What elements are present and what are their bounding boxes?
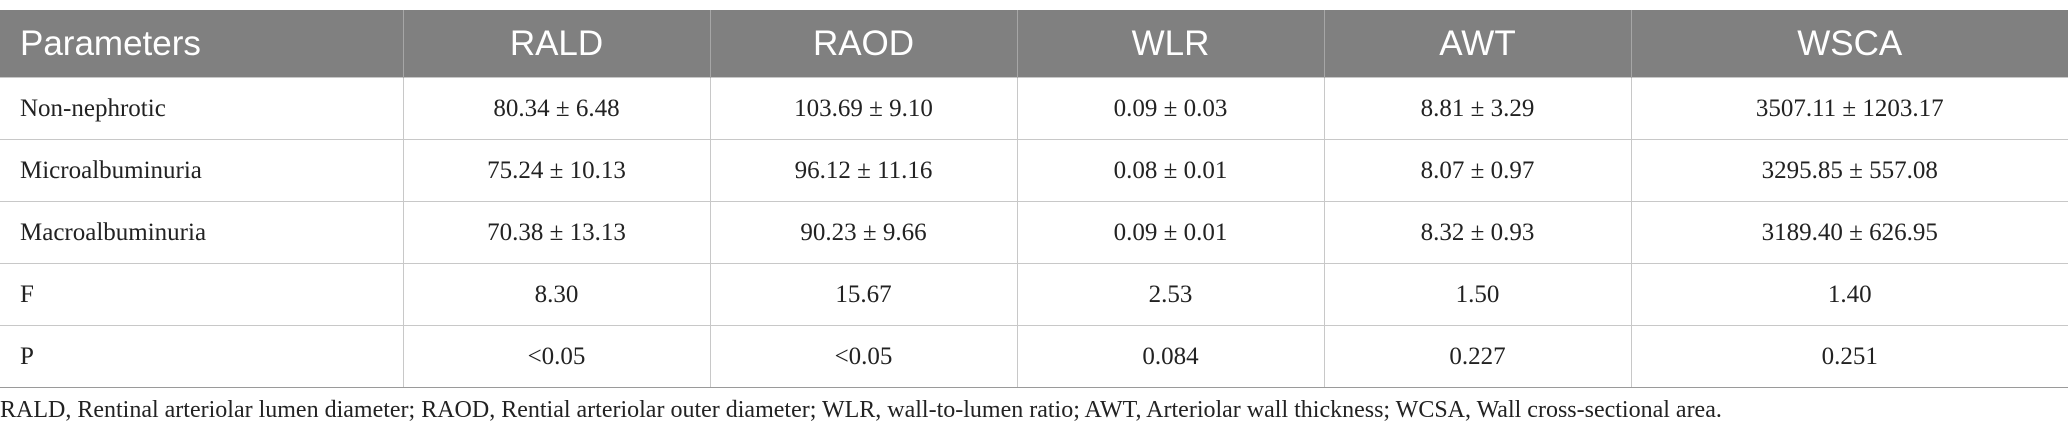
parameters-table: Parameters RALD RAOD WLR AWT WSCA Non-ne… xyxy=(0,10,2068,388)
cell-raod: 96.12 ± 11.16 xyxy=(709,139,1018,202)
table-body: Non-nephrotic 80.34 ± 6.48 103.69 ± 9.10… xyxy=(0,77,2068,388)
table-footnote: RALD, Rentinal arteriolar lumen diameter… xyxy=(0,397,1722,423)
table-row: F 8.30 15.67 2.53 1.50 1.40 xyxy=(0,263,2068,326)
cell-rald: 70.38 ± 13.13 xyxy=(402,201,711,264)
header-row: Parameters RALD RAOD WLR AWT WSCA xyxy=(0,10,2068,78)
cell-wsca: 3507.11 ± 1203.17 xyxy=(1630,77,2068,140)
cell-wlr: 0.084 xyxy=(1016,325,1325,388)
cell-rald: <0.05 xyxy=(402,325,711,388)
table-row: Microalbuminuria 75.24 ± 10.13 96.12 ± 1… xyxy=(0,139,2068,202)
cell-raod: 15.67 xyxy=(709,263,1018,326)
header-parameters: Parameters xyxy=(0,10,404,78)
header-raod: RAOD xyxy=(709,10,1018,78)
row-label: Macroalbuminuria xyxy=(0,201,404,264)
row-label: F xyxy=(0,263,404,326)
cell-raod: 90.23 ± 9.66 xyxy=(709,201,1018,264)
table-header: Parameters RALD RAOD WLR AWT WSCA xyxy=(0,10,2068,78)
table-row: P <0.05 <0.05 0.084 0.227 0.251 xyxy=(0,325,2068,388)
header-awt: AWT xyxy=(1323,10,1632,78)
cell-raod: <0.05 xyxy=(709,325,1018,388)
cell-awt: 0.227 xyxy=(1323,325,1632,388)
row-label: Microalbuminuria xyxy=(0,139,404,202)
cell-raod: 103.69 ± 9.10 xyxy=(709,77,1018,140)
table-row: Non-nephrotic 80.34 ± 6.48 103.69 ± 9.10… xyxy=(0,77,2068,140)
cell-wsca: 1.40 xyxy=(1630,263,2068,326)
cell-wlr: 0.09 ± 0.03 xyxy=(1016,77,1325,140)
cell-awt: 1.50 xyxy=(1323,263,1632,326)
cell-awt: 8.81 ± 3.29 xyxy=(1323,77,1632,140)
cell-wsca: 3189.40 ± 626.95 xyxy=(1630,201,2068,264)
data-table-container: Parameters RALD RAOD WLR AWT WSCA Non-ne… xyxy=(0,10,2068,388)
cell-wlr: 0.08 ± 0.01 xyxy=(1016,139,1325,202)
header-wlr: WLR xyxy=(1016,10,1325,78)
cell-wlr: 0.09 ± 0.01 xyxy=(1016,201,1325,264)
header-rald: RALD xyxy=(402,10,711,78)
cell-rald: 8.30 xyxy=(402,263,711,326)
cell-awt: 8.32 ± 0.93 xyxy=(1323,201,1632,264)
row-label: Non-nephrotic xyxy=(0,77,404,140)
cell-wlr: 2.53 xyxy=(1016,263,1325,326)
cell-wsca: 0.251 xyxy=(1630,325,2068,388)
cell-awt: 8.07 ± 0.97 xyxy=(1323,139,1632,202)
row-label: P xyxy=(0,325,404,388)
cell-rald: 80.34 ± 6.48 xyxy=(402,77,711,140)
header-wsca: WSCA xyxy=(1630,10,2068,78)
table-row: Macroalbuminuria 70.38 ± 13.13 90.23 ± 9… xyxy=(0,201,2068,264)
cell-rald: 75.24 ± 10.13 xyxy=(402,139,711,202)
cell-wsca: 3295.85 ± 557.08 xyxy=(1630,139,2068,202)
